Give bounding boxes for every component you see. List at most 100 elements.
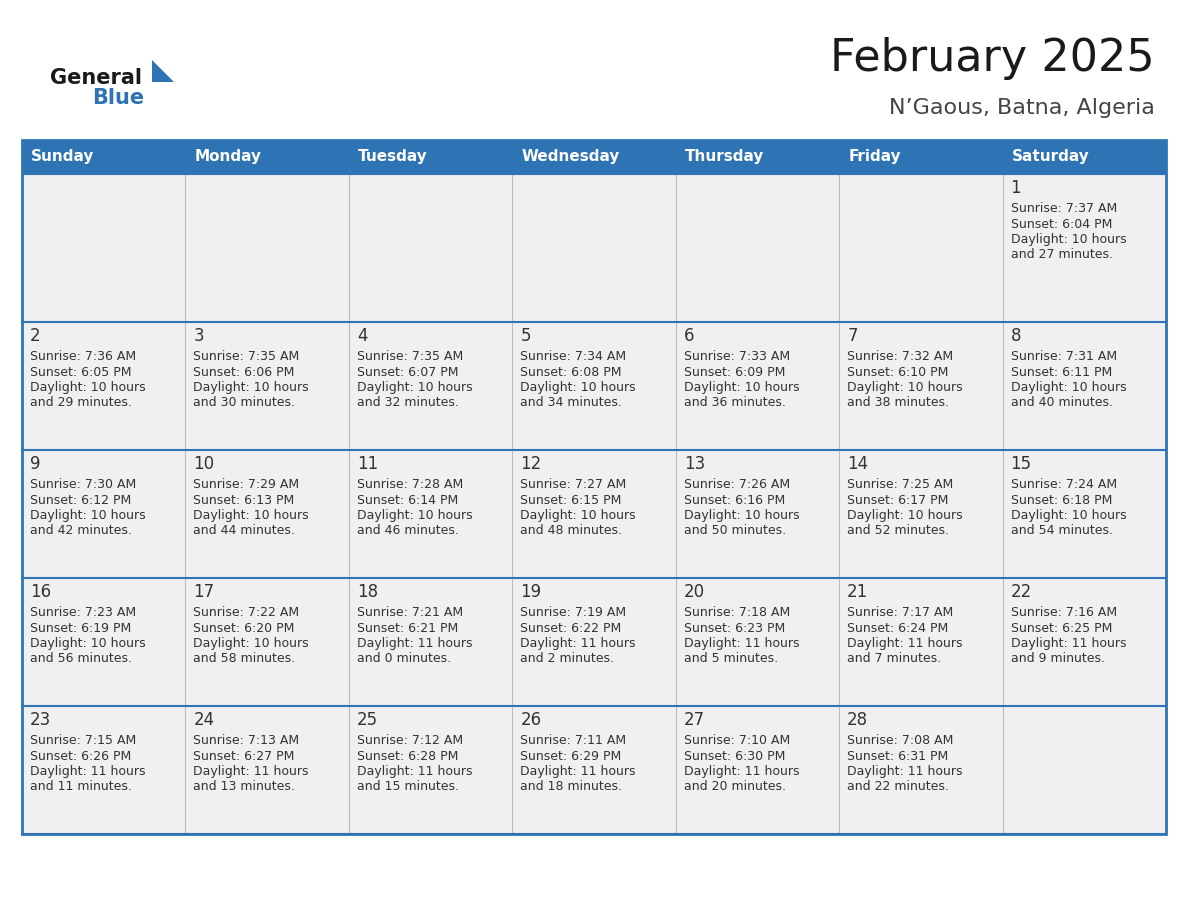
Text: Daylight: 10 hours: Daylight: 10 hours [847, 509, 962, 522]
Text: Sunset: 6:16 PM: Sunset: 6:16 PM [684, 494, 785, 507]
Text: and 29 minutes.: and 29 minutes. [30, 397, 132, 409]
Text: Sunset: 6:28 PM: Sunset: 6:28 PM [356, 749, 459, 763]
Text: 15: 15 [1011, 455, 1031, 473]
Text: 16: 16 [30, 583, 51, 601]
Text: and 46 minutes.: and 46 minutes. [356, 524, 459, 538]
Text: 21: 21 [847, 583, 868, 601]
Text: Daylight: 11 hours: Daylight: 11 hours [520, 765, 636, 778]
Text: Sunset: 6:11 PM: Sunset: 6:11 PM [1011, 365, 1112, 378]
Text: 9: 9 [30, 455, 40, 473]
Text: Daylight: 10 hours: Daylight: 10 hours [30, 509, 146, 522]
Bar [839, 322, 1003, 450]
Text: Sunrise: 7:28 AM: Sunrise: 7:28 AM [356, 478, 463, 491]
Text: and 13 minutes.: and 13 minutes. [194, 780, 296, 793]
Text: and 27 minutes.: and 27 minutes. [1011, 249, 1113, 262]
Text: Sunrise: 7:11 AM: Sunrise: 7:11 AM [520, 734, 626, 747]
Text: Sunset: 6:06 PM: Sunset: 6:06 PM [194, 365, 295, 378]
Text: Sunset: 6:05 PM: Sunset: 6:05 PM [30, 365, 132, 378]
Text: Sunrise: 7:10 AM: Sunrise: 7:10 AM [684, 734, 790, 747]
Text: 28: 28 [847, 711, 868, 729]
Text: Sunrise: 7:22 AM: Sunrise: 7:22 AM [194, 606, 299, 619]
Text: 13: 13 [684, 455, 704, 473]
Text: Daylight: 11 hours: Daylight: 11 hours [847, 637, 962, 650]
Text: and 40 minutes.: and 40 minutes. [1011, 397, 1113, 409]
Text: Sunrise: 7:29 AM: Sunrise: 7:29 AM [194, 478, 299, 491]
Bar [185, 450, 349, 578]
Text: Thursday: Thursday [684, 150, 764, 164]
Text: General: General [50, 68, 143, 88]
Text: Sunset: 6:29 PM: Sunset: 6:29 PM [520, 749, 621, 763]
Text: Sunset: 6:21 PM: Sunset: 6:21 PM [356, 621, 459, 634]
Text: 23: 23 [30, 711, 51, 729]
Bar [349, 174, 512, 322]
Bar [512, 706, 676, 834]
Text: Daylight: 10 hours: Daylight: 10 hours [684, 509, 800, 522]
Text: and 30 minutes.: and 30 minutes. [194, 397, 296, 409]
Text: Sunset: 6:22 PM: Sunset: 6:22 PM [520, 621, 621, 634]
Text: and 5 minutes.: and 5 minutes. [684, 653, 778, 666]
Text: Sunrise: 7:15 AM: Sunrise: 7:15 AM [30, 734, 137, 747]
Text: Sunset: 6:26 PM: Sunset: 6:26 PM [30, 749, 131, 763]
Bar [23, 140, 1165, 834]
Text: Sunrise: 7:26 AM: Sunrise: 7:26 AM [684, 478, 790, 491]
Text: Daylight: 11 hours: Daylight: 11 hours [520, 637, 636, 650]
Text: and 34 minutes.: and 34 minutes. [520, 397, 623, 409]
Text: and 20 minutes.: and 20 minutes. [684, 780, 785, 793]
Text: Daylight: 10 hours: Daylight: 10 hours [30, 637, 146, 650]
Bar [23, 174, 185, 322]
Text: Sunrise: 7:08 AM: Sunrise: 7:08 AM [847, 734, 954, 747]
Text: Sunset: 6:31 PM: Sunset: 6:31 PM [847, 749, 948, 763]
Bar [1003, 174, 1165, 322]
Text: Sunday: Sunday [31, 150, 94, 164]
Text: and 48 minutes.: and 48 minutes. [520, 524, 623, 538]
Bar [23, 706, 185, 834]
Bar [23, 450, 185, 578]
Text: 8: 8 [1011, 327, 1020, 345]
Bar [23, 140, 1165, 174]
Text: Daylight: 11 hours: Daylight: 11 hours [847, 765, 962, 778]
Text: Daylight: 11 hours: Daylight: 11 hours [356, 637, 473, 650]
Text: Daylight: 11 hours: Daylight: 11 hours [684, 765, 800, 778]
Text: Sunrise: 7:23 AM: Sunrise: 7:23 AM [30, 606, 137, 619]
Text: 7: 7 [847, 327, 858, 345]
Text: and 44 minutes.: and 44 minutes. [194, 524, 296, 538]
Text: Sunrise: 7:33 AM: Sunrise: 7:33 AM [684, 350, 790, 363]
Text: Daylight: 11 hours: Daylight: 11 hours [684, 637, 800, 650]
Bar [349, 578, 512, 706]
Text: Sunrise: 7:19 AM: Sunrise: 7:19 AM [520, 606, 626, 619]
Text: 3: 3 [194, 327, 204, 345]
Text: Sunrise: 7:18 AM: Sunrise: 7:18 AM [684, 606, 790, 619]
Text: 18: 18 [356, 583, 378, 601]
Text: Sunrise: 7:27 AM: Sunrise: 7:27 AM [520, 478, 626, 491]
Text: and 15 minutes.: and 15 minutes. [356, 780, 459, 793]
Text: and 22 minutes.: and 22 minutes. [847, 780, 949, 793]
Text: Daylight: 10 hours: Daylight: 10 hours [30, 381, 146, 394]
Text: 12: 12 [520, 455, 542, 473]
Bar [1003, 578, 1165, 706]
Bar [839, 174, 1003, 322]
Text: 24: 24 [194, 711, 215, 729]
Text: Sunrise: 7:35 AM: Sunrise: 7:35 AM [356, 350, 463, 363]
Text: Sunrise: 7:24 AM: Sunrise: 7:24 AM [1011, 478, 1117, 491]
Text: Sunset: 6:23 PM: Sunset: 6:23 PM [684, 621, 785, 634]
Text: Sunset: 6:17 PM: Sunset: 6:17 PM [847, 494, 948, 507]
Text: 5: 5 [520, 327, 531, 345]
Text: Sunrise: 7:32 AM: Sunrise: 7:32 AM [847, 350, 953, 363]
Bar [23, 322, 185, 450]
Bar [676, 174, 839, 322]
Text: and 58 minutes.: and 58 minutes. [194, 653, 296, 666]
Text: 6: 6 [684, 327, 694, 345]
Text: and 11 minutes.: and 11 minutes. [30, 780, 132, 793]
Text: and 50 minutes.: and 50 minutes. [684, 524, 785, 538]
Text: 22: 22 [1011, 583, 1032, 601]
Text: Saturday: Saturday [1011, 150, 1089, 164]
Text: 1: 1 [1011, 179, 1022, 197]
Text: Daylight: 10 hours: Daylight: 10 hours [356, 381, 473, 394]
Text: Sunset: 6:20 PM: Sunset: 6:20 PM [194, 621, 295, 634]
Text: and 56 minutes.: and 56 minutes. [30, 653, 132, 666]
Text: and 0 minutes.: and 0 minutes. [356, 653, 451, 666]
Bar [349, 706, 512, 834]
Text: and 2 minutes.: and 2 minutes. [520, 653, 614, 666]
Bar [512, 322, 676, 450]
Text: Sunset: 6:19 PM: Sunset: 6:19 PM [30, 621, 131, 634]
